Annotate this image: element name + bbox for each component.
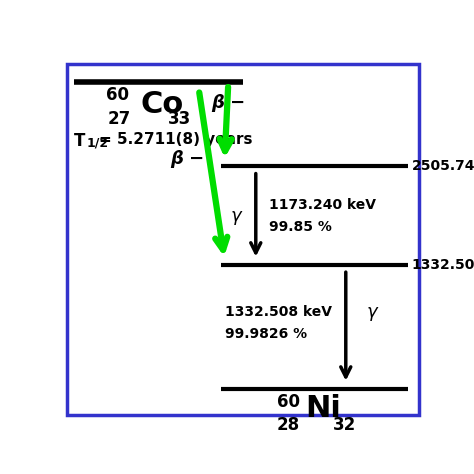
Text: 60: 60 bbox=[106, 86, 129, 104]
Text: 32: 32 bbox=[333, 416, 356, 434]
Text: γ: γ bbox=[230, 207, 241, 225]
Text: 1332.508: 1332.508 bbox=[412, 258, 474, 272]
Text: 99.85 %: 99.85 % bbox=[269, 219, 331, 234]
Text: 99.9826 %: 99.9826 % bbox=[225, 327, 307, 341]
Text: β −: β − bbox=[211, 93, 246, 111]
Text: 1173.240 keV: 1173.240 keV bbox=[269, 198, 375, 212]
Text: T: T bbox=[74, 132, 85, 150]
Text: γ: γ bbox=[366, 303, 377, 321]
Text: 1332.508 keV: 1332.508 keV bbox=[225, 305, 331, 319]
Text: = 5.2711(8) years: = 5.2711(8) years bbox=[99, 132, 253, 146]
Text: 27: 27 bbox=[108, 110, 131, 128]
Text: Ni: Ni bbox=[305, 394, 341, 423]
Text: Co: Co bbox=[140, 90, 183, 118]
Text: 1/2: 1/2 bbox=[87, 137, 109, 149]
Text: 60: 60 bbox=[277, 393, 300, 411]
Text: 33: 33 bbox=[168, 110, 191, 128]
Text: 2505.748: 2505.748 bbox=[412, 159, 474, 173]
Text: β −: β − bbox=[171, 150, 205, 168]
Text: 28: 28 bbox=[277, 416, 300, 434]
